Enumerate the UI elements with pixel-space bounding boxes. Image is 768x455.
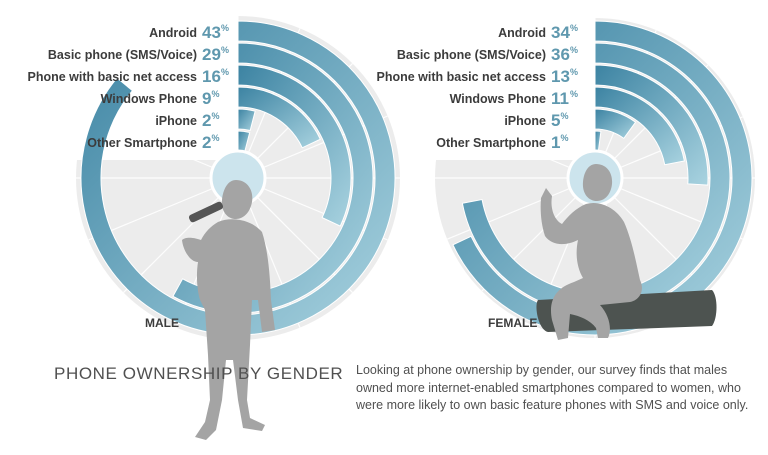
category-label: Phone with basic net access (376, 70, 546, 84)
category-label: Windows Phone (450, 92, 546, 106)
value-label: 5 (551, 111, 560, 130)
radial-bar (452, 20, 753, 336)
value-unit: % (221, 45, 229, 55)
category-label: Basic phone (SMS/Voice) (397, 48, 546, 62)
value-label: 43 (202, 23, 221, 42)
label-backdrop (435, 14, 595, 160)
radial-bar (594, 108, 637, 140)
category-label: Android (149, 26, 197, 40)
female-figure-sitting-icon (540, 164, 642, 340)
value-unit: % (561, 133, 569, 143)
category-label: Other Smartphone (436, 136, 546, 150)
radial-bar (80, 20, 396, 336)
value-label: 1 (551, 133, 560, 152)
value-unit: % (570, 89, 578, 99)
value-label: 29 (202, 45, 221, 64)
male-figure-singing-icon (182, 180, 275, 440)
radial-bar (594, 86, 685, 166)
radial-bar (461, 42, 731, 314)
value-unit: % (561, 111, 569, 121)
value-unit: % (221, 23, 229, 33)
chart-headline: PHONE OWNERSHIP BY GENDER (54, 364, 344, 383)
microphone-icon (188, 201, 224, 223)
gender-label: MALE (145, 316, 179, 330)
category-label: iPhone (155, 114, 197, 128)
gender-label: FEMALE (488, 316, 537, 330)
value-label: 2 (202, 133, 211, 152)
value-label: 11 (551, 89, 569, 108)
value-unit: % (570, 67, 578, 77)
value-unit: % (212, 89, 220, 99)
value-unit: % (570, 23, 578, 33)
value-label: 34 (551, 23, 570, 42)
value-unit: % (570, 45, 578, 55)
radial-bar (237, 64, 352, 227)
category-label: Android (498, 26, 546, 40)
value-unit: % (221, 67, 229, 77)
value-label: 9 (202, 89, 211, 108)
chart-description: Looking at phone ownership by gender, ou… (356, 363, 749, 412)
category-label: iPhone (504, 114, 546, 128)
category-label: Windows Phone (101, 92, 197, 106)
value-label: 16 (202, 67, 221, 86)
radial-bar (237, 86, 322, 149)
value-label: 2 (202, 111, 211, 130)
value-label: 36 (551, 45, 570, 64)
value-unit: % (212, 111, 220, 121)
value-label: 13 (551, 67, 570, 86)
category-label: Phone with basic net access (27, 70, 197, 84)
radial-bar (237, 108, 256, 132)
radial-bar (594, 64, 709, 186)
category-label: Basic phone (SMS/Voice) (48, 48, 197, 62)
category-label: Other Smartphone (87, 136, 197, 150)
value-unit: % (212, 133, 220, 143)
radial-bar (172, 42, 374, 314)
